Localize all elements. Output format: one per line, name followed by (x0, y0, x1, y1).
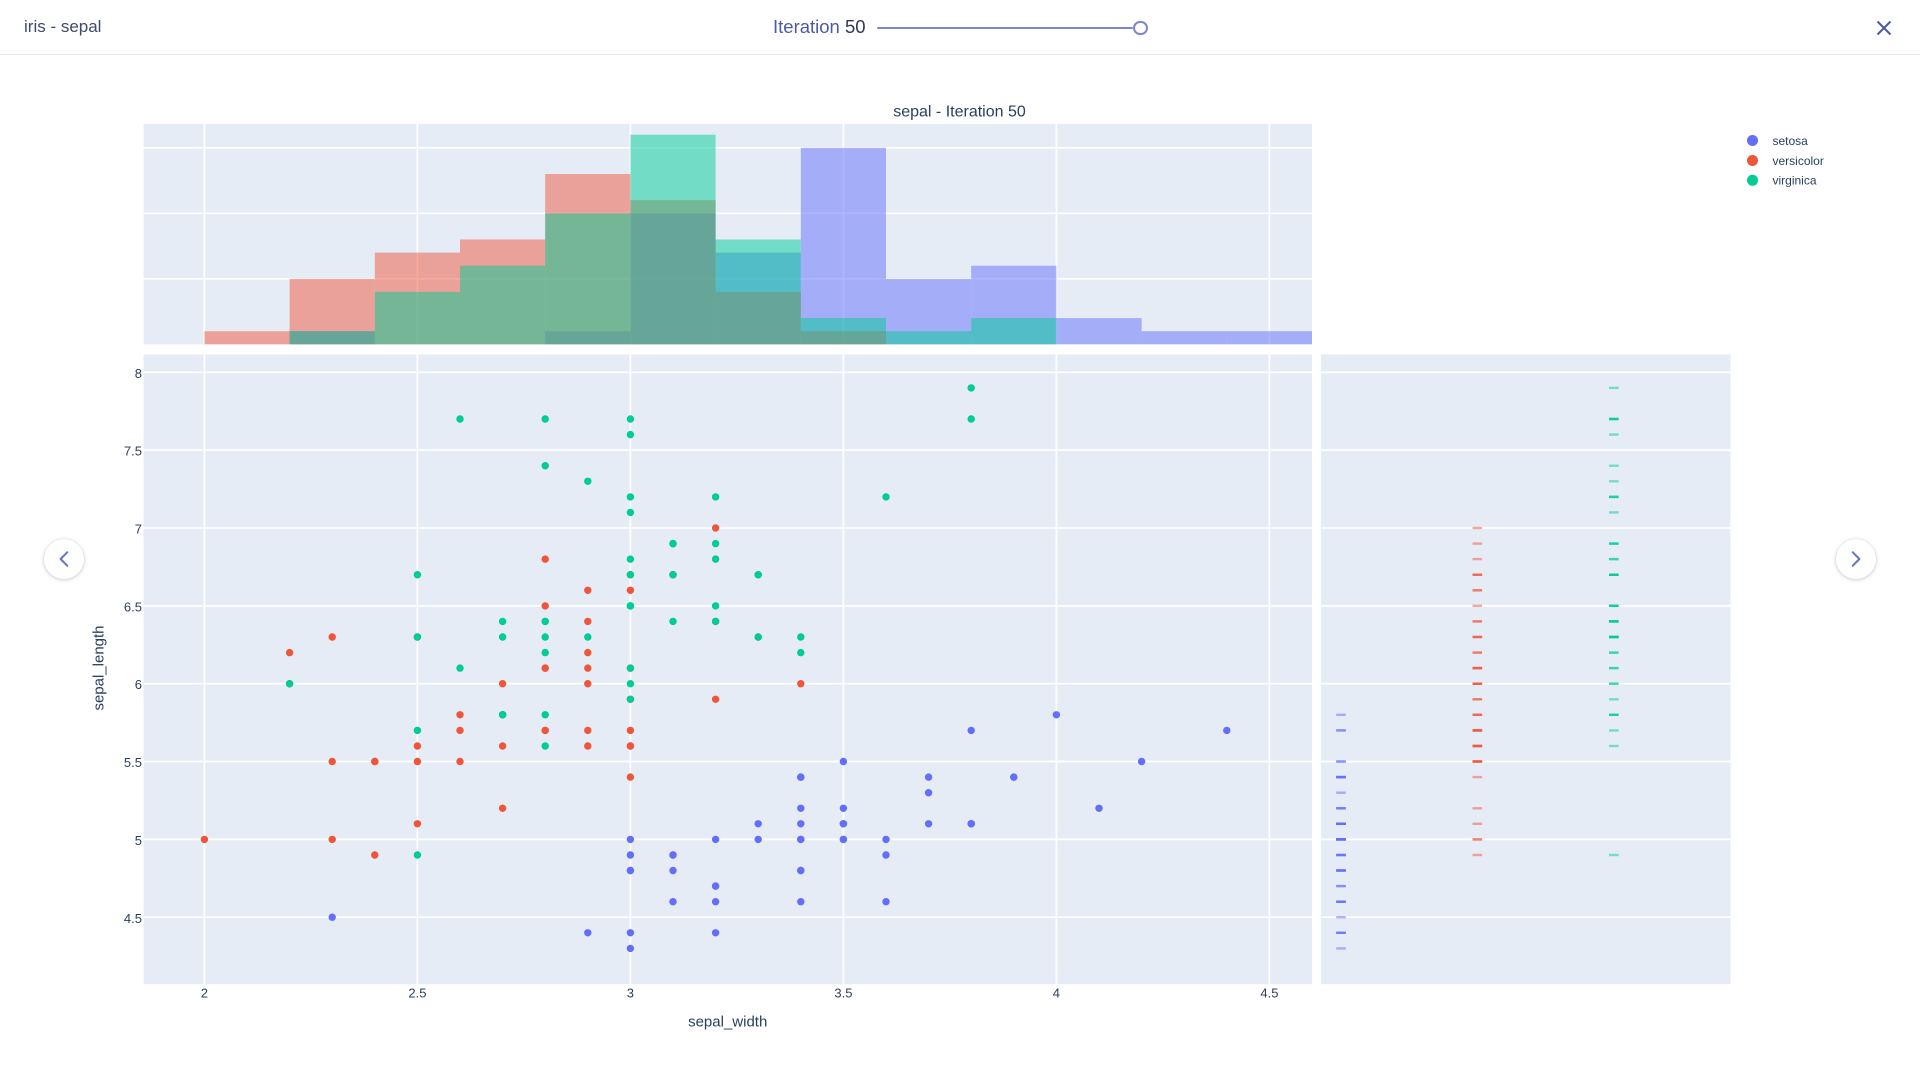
svg-text:5.5: 5.5 (124, 755, 142, 770)
svg-text:7.5: 7.5 (124, 444, 142, 459)
svg-text:4: 4 (1053, 985, 1060, 1000)
svg-text:versicolor: versicolor (1773, 154, 1824, 168)
svg-text:6: 6 (135, 677, 142, 692)
svg-text:6.5: 6.5 (124, 599, 142, 614)
svg-text:3: 3 (627, 985, 634, 1000)
svg-text:setosa: setosa (1773, 134, 1809, 148)
svg-text:2: 2 (201, 985, 208, 1000)
svg-text:sepal_length: sepal_length (91, 625, 108, 710)
svg-text:8: 8 (135, 366, 142, 381)
svg-text:3.5: 3.5 (834, 985, 852, 1000)
svg-text:4.5: 4.5 (1260, 985, 1278, 1000)
svg-text:5: 5 (135, 833, 142, 848)
svg-text:7: 7 (135, 522, 142, 537)
svg-text:2.5: 2.5 (408, 985, 426, 1000)
svg-text:sepal_width: sepal_width (688, 1014, 767, 1031)
svg-text:4.5: 4.5 (124, 911, 142, 926)
svg-text:virginica: virginica (1773, 174, 1817, 188)
svg-text:sepal - Iteration 50: sepal - Iteration 50 (893, 104, 1026, 121)
